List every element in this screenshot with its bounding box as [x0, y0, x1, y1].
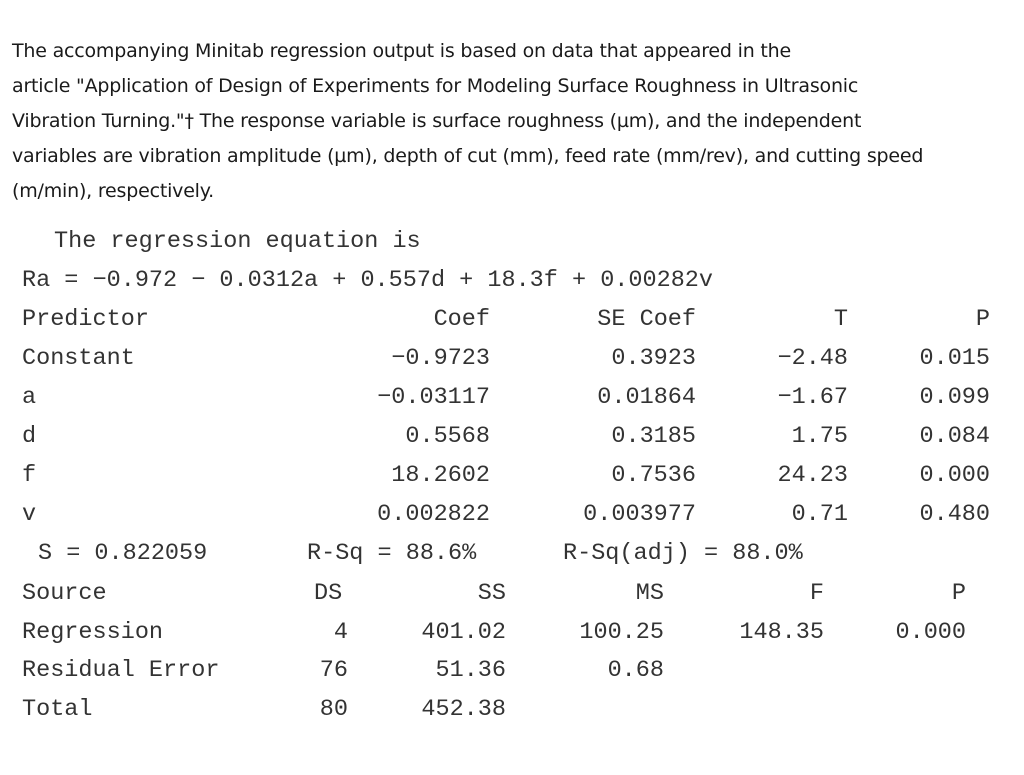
- col-header-p: P: [951, 580, 966, 607]
- predictor-cell: a: [22, 384, 37, 411]
- source-cell: Regression: [22, 619, 164, 646]
- table-row: a −0.03117 0.01864 −1.67 0.099: [0, 384, 1024, 418]
- p-cell: 0.084: [919, 423, 990, 450]
- coef-header-row: Predictor Coef SE Coef T P: [0, 306, 1024, 340]
- p-cell: 0.015: [919, 345, 990, 372]
- se-coef-cell: 0.3923: [611, 345, 696, 372]
- intro-line: article "Application of Design of Experi…: [12, 75, 859, 97]
- t-cell: 1.75: [791, 423, 848, 450]
- col-header-f: F: [809, 580, 824, 607]
- coef-cell: 0.5568: [405, 423, 490, 450]
- problem-description: The accompanying Minitab regression outp…: [12, 34, 1012, 209]
- p-cell: 0.480: [919, 501, 990, 528]
- ms-cell: 100.25: [579, 619, 664, 646]
- p-cell: 0.000: [895, 619, 966, 646]
- r-sq-value: R-Sq = 88.6%: [307, 540, 477, 567]
- intro-line: (m/min), respectively.: [12, 180, 214, 202]
- t-cell: 24.23: [777, 462, 848, 489]
- anova-header-row: Source DS SS MS F P: [0, 580, 1024, 614]
- ss-cell: 51.36: [435, 657, 506, 684]
- ss-cell: 452.38: [421, 696, 506, 723]
- se-coef-cell: 0.7536: [611, 462, 696, 489]
- table-row: Constant −0.9723 0.3923 −2.48 0.015: [0, 345, 1024, 379]
- predictor-cell: d: [22, 423, 37, 450]
- se-coef-cell: 0.3185: [611, 423, 696, 450]
- table-row: f 18.2602 0.7536 24.23 0.000: [0, 462, 1024, 496]
- df-cell: 4: [333, 619, 348, 646]
- coef-cell: 18.2602: [391, 462, 490, 489]
- intro-line: variables are vibration amplitude (µm), …: [12, 145, 924, 167]
- model-summary: S = 0.822059 R-Sq = 88.6% R-Sq(adj) = 88…: [0, 540, 1024, 574]
- df-cell: 76: [319, 657, 348, 684]
- table-row: Total 80 452.38: [0, 696, 1024, 730]
- t-cell: −2.48: [777, 345, 848, 372]
- ms-cell: 0.68: [607, 657, 664, 684]
- intro-line: Vibration Turning."† The response variab…: [12, 110, 862, 132]
- col-header-coef: Coef: [433, 306, 490, 333]
- f-cell: 148.35: [739, 619, 824, 646]
- t-cell: −1.67: [777, 384, 848, 411]
- r-sq-adj-value: R-Sq(adj) = 88.0%: [563, 540, 803, 567]
- t-cell: 0.71: [791, 501, 848, 528]
- col-header-se-coef: SE Coef: [597, 306, 696, 333]
- source-cell: Total: [22, 696, 93, 723]
- table-row: Regression 4 401.02 100.25 148.35 0.000: [0, 619, 1024, 653]
- col-header-t: T: [833, 306, 848, 333]
- table-row: v 0.002822 0.003977 0.71 0.480: [0, 501, 1024, 535]
- df-cell: 80: [319, 696, 348, 723]
- col-header-source: Source: [22, 580, 107, 607]
- intro-line: The accompanying Minitab regression outp…: [12, 40, 791, 62]
- ss-cell: 401.02: [421, 619, 506, 646]
- col-header-predictor: Predictor: [22, 306, 149, 333]
- col-header-ms: MS: [635, 580, 664, 607]
- regression-heading: The regression equation is: [54, 228, 421, 255]
- coef-cell: 0.002822: [377, 501, 490, 528]
- coef-cell: −0.03117: [377, 384, 490, 411]
- predictor-cell: Constant: [22, 345, 135, 372]
- p-cell: 0.000: [919, 462, 990, 489]
- predictor-cell: v: [22, 501, 37, 528]
- s-value: S = 0.822059: [38, 540, 208, 567]
- se-coef-cell: 0.01864: [597, 384, 696, 411]
- p-cell: 0.099: [919, 384, 990, 411]
- table-row: d 0.5568 0.3185 1.75 0.084: [0, 423, 1024, 457]
- predictor-cell: f: [22, 462, 37, 489]
- se-coef-cell: 0.003977: [583, 501, 696, 528]
- coef-cell: −0.9723: [391, 345, 490, 372]
- source-cell: Residual Error: [22, 657, 220, 684]
- col-header-ss: SS: [477, 580, 506, 607]
- col-header-df: DS: [314, 580, 343, 607]
- table-row: Residual Error 76 51.36 0.68: [0, 657, 1024, 691]
- regression-equation: Ra = −0.972 − 0.0312a + 0.557d + 18.3f +…: [22, 267, 714, 294]
- col-header-p: P: [975, 306, 990, 333]
